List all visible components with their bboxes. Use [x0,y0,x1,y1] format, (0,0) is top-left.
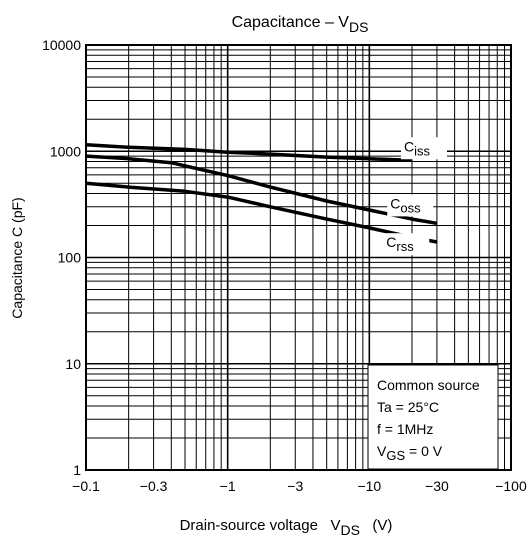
x-tick-label: −10 [357,478,381,494]
y-tick-label: 1 [73,462,81,478]
x-tick-label: −100 [495,478,527,494]
y-tick-labels: 1 10 100 1000 10000 [42,37,81,478]
x-axis-label-main: Drain-source voltage V [180,517,341,534]
legend-line: Common source [377,377,480,393]
y-tick-label: 100 [58,250,82,266]
legend-line: Ta = 25°C [377,399,439,415]
x-tick-label: −3 [287,478,303,494]
chart-title-main: Capacitance – V [232,14,350,31]
series-line-Coss [86,156,437,223]
y-tick-label: 10000 [42,37,81,53]
x-tick-label: −0.3 [140,478,168,494]
chart-title: Capacitance – VDS [232,14,369,35]
x-axis-label-sub: DS [340,522,359,538]
x-tick-label: −30 [425,478,449,494]
y-tick-label: 1000 [50,143,81,159]
x-tick-label: −1 [220,478,236,494]
chart-title-sub: DS [349,19,368,35]
legend-line: f = 1MHz [377,421,433,437]
x-axis-label: Drain-source voltage VDS (V) [180,517,393,538]
y-tick-label: 10 [65,356,81,372]
x-tick-labels: −0.1 −0.3 −1 −3 −10 −30 −100 [72,478,527,494]
x-axis-label-unit: (V) [360,517,393,534]
y-axis-label: Capacitance C (pF) [9,197,25,318]
x-tick-label: −0.1 [72,478,100,494]
